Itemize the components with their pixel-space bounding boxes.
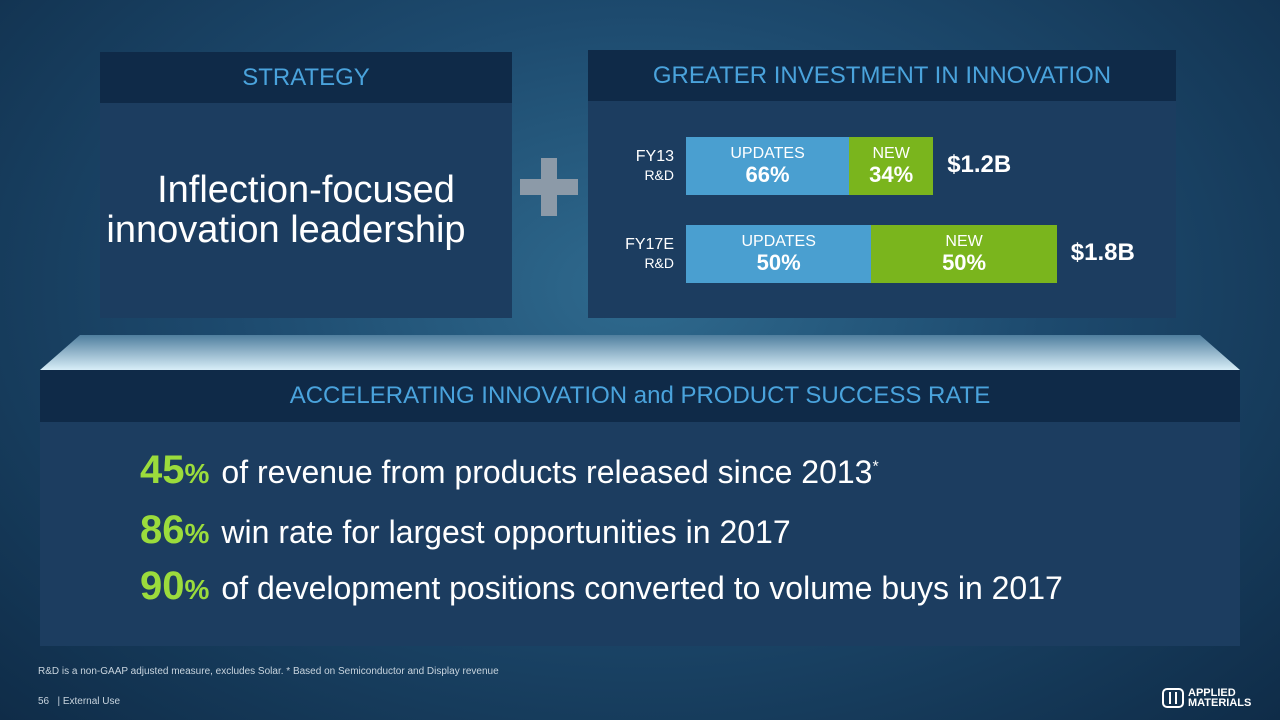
segment-value: 34% (869, 162, 914, 187)
stat-value: 45 (140, 448, 185, 492)
stat-row: 86% win rate for largest opportunities in… (140, 508, 791, 553)
stat-text: of development positions converted to vo… (221, 570, 1063, 606)
category-sublabel: R&D (644, 255, 674, 271)
bar-total: $1.2B (947, 151, 1012, 178)
chart: FY13 R&D UPDATES 66% NEW 34% $1.2B FY17E R&D UPDA… (588, 101, 1176, 318)
category-sublabel: R&D (644, 167, 674, 183)
segment-value: 66% (745, 162, 790, 187)
stat-row: 90% of development positions converted to… (140, 564, 1063, 609)
stat-value: 86 (140, 508, 185, 552)
success-heading: ACCELERATING INNOVATION and PRODUCT SUCC… (40, 370, 1240, 422)
segment-name: NEW (872, 145, 910, 162)
bar-segment: NEW 50% (871, 225, 1057, 283)
plus-icon (520, 158, 578, 216)
strategy-text: Inflection-focused innovation leadership (100, 170, 512, 250)
category-label: FY13 (635, 148, 674, 165)
segment-name: NEW (945, 233, 983, 250)
stat-note: * (872, 458, 879, 476)
stat-value: 90 (140, 564, 185, 608)
logo: APPLIED MATERIALS (1162, 687, 1252, 709)
stat-text: win rate for largest opportunities in 20… (221, 514, 791, 550)
segment-value: 50% (942, 250, 987, 275)
strategy-line: Inflection-focused (157, 169, 455, 211)
segment-value: 50% (756, 250, 801, 275)
stat-text: of revenue from products released since … (221, 454, 873, 490)
strategy-line: innovation leadership (106, 209, 466, 251)
bar-segment: UPDATES 50% (686, 225, 872, 283)
segment-name: UPDATES (730, 145, 805, 162)
classification: | External Use (57, 696, 121, 707)
bar-segment: UPDATES 66% (686, 137, 850, 195)
footnote: R&D is a non-GAAP adjusted measure, excl… (38, 666, 499, 677)
logo-text: APPLIED MATERIALS (1188, 687, 1252, 709)
chart-title: GREATER INVESTMENT IN INNOVATION (588, 50, 1176, 101)
strategy-heading: STRATEGY (100, 52, 512, 103)
page-footer: 56 | External Use (38, 696, 120, 707)
stat-unit: % (184, 458, 210, 489)
stat-row: 45% of revenue from products released sin… (140, 448, 879, 493)
page-number: 56 (38, 696, 50, 707)
bar-total: $1.8B (1070, 239, 1135, 266)
bar-segment: NEW 34% (849, 137, 934, 195)
category-label: FY17E (625, 236, 674, 253)
logo-mark (1162, 688, 1184, 708)
segment-name: UPDATES (741, 233, 816, 250)
stat-unit: % (184, 574, 210, 605)
platform (40, 335, 1240, 370)
stat-unit: % (184, 518, 210, 549)
